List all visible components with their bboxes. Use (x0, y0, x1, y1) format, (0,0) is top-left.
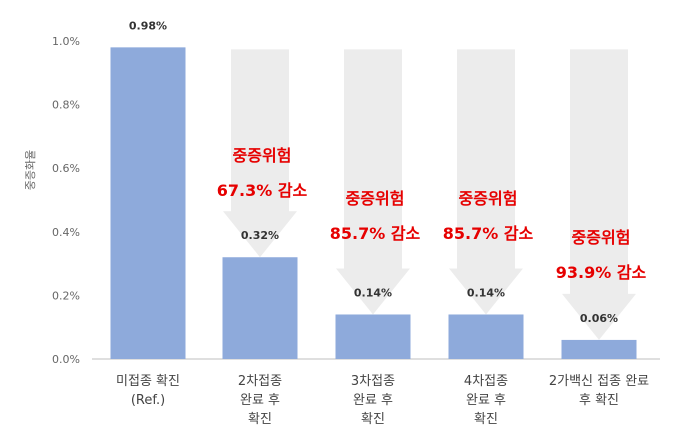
reduction-arrow (449, 49, 523, 315)
bar (561, 339, 637, 359)
y-tick-label: 0.6% (52, 162, 80, 175)
bar (448, 314, 524, 359)
risk-reduction-annotation: 67.3% 감소 (217, 181, 308, 200)
risk-reduction-annotation: 중증위험 (572, 228, 631, 247)
category-label: 완료 후 (353, 393, 393, 408)
risk-reduction-annotation: 85.7% 감소 (330, 224, 421, 243)
category-label: 4차접종 (464, 374, 508, 389)
category-label: 2차접종 (238, 374, 282, 389)
y-tick-label: 0.8% (52, 99, 80, 112)
category-label: 확진 (248, 412, 272, 427)
category-label: 완료 후 (240, 393, 280, 408)
bar-value-label: 0.06% (580, 312, 618, 325)
bar (222, 257, 298, 359)
reduction-arrow (336, 49, 410, 315)
bar-value-label: 0.14% (467, 286, 505, 299)
category-label: 2가백신 접종 완료 (549, 374, 649, 389)
reduction-arrow (223, 49, 297, 258)
risk-reduction-annotation: 중증위험 (346, 189, 405, 208)
y-axis-ticks: 0.0% 0.2% 0.4% 0.6% 0.8% 1.0% (52, 35, 80, 366)
arrows-layer (223, 49, 636, 340)
risk-reduction-annotation: 93.9% 감소 (556, 263, 647, 282)
bars-layer (110, 47, 637, 360)
value-labels: 0.98% 0.32% 0.14% 0.14% 0.06% (129, 19, 618, 325)
y-axis-label: 중증화율 (24, 150, 37, 190)
risk-reduction-annotation: 중증위험 (233, 146, 292, 165)
category-label: 확진 (474, 412, 498, 427)
risk-reduction-annotation: 85.7% 감소 (443, 224, 534, 243)
y-tick-label: 0.4% (52, 226, 80, 239)
risk-reduction-annotation: 중증위험 (459, 189, 518, 208)
bar (335, 314, 411, 359)
bar-value-label: 0.32% (241, 229, 279, 242)
category-label: 확진 (361, 412, 385, 427)
y-tick-label: 0.2% (52, 289, 80, 302)
category-label: 완료 후 (466, 393, 506, 408)
bar (110, 47, 186, 360)
category-label: (Ref.) (131, 393, 165, 408)
reduction-arrow (562, 49, 636, 340)
category-label: 3차접종 (351, 374, 395, 389)
y-tick-label: 1.0% (52, 35, 80, 48)
y-tick-label: 0.0% (52, 353, 80, 366)
bar-value-label: 0.98% (129, 19, 167, 32)
bar-value-label: 0.14% (354, 286, 392, 299)
category-label: 후 확진 (579, 393, 619, 408)
category-label: 미접종 확진 (116, 374, 180, 389)
